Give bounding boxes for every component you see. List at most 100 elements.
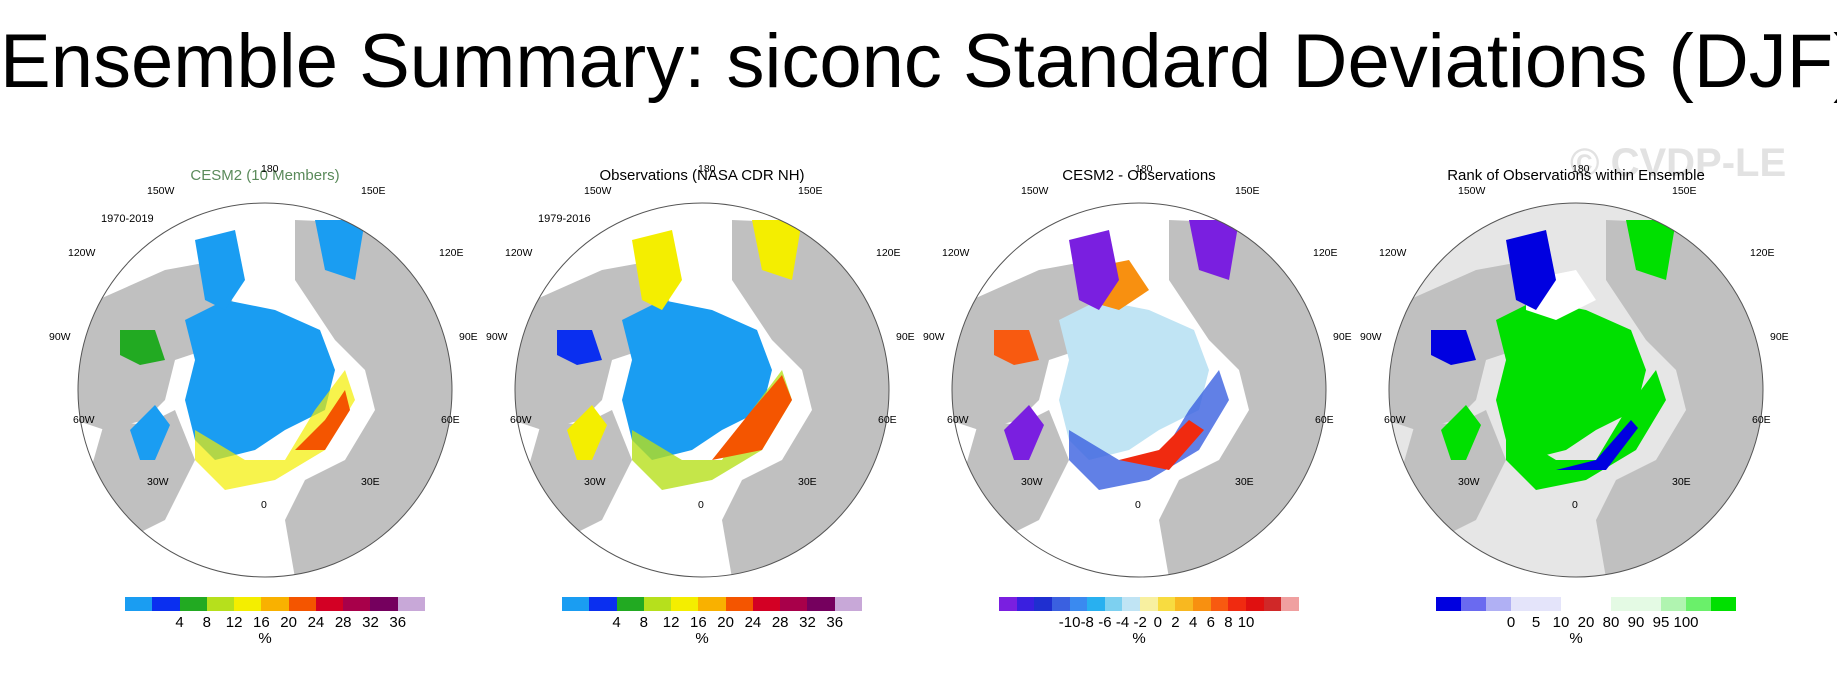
lon-label-30w: 30W	[1021, 476, 1043, 488]
colorbar-tick-label: -6	[1098, 614, 1112, 631]
lon-label-90w: 90W	[486, 331, 508, 343]
colorbar-box	[315, 597, 344, 611]
colorbar-box	[1511, 597, 1536, 611]
colorbar-box	[1263, 597, 1282, 611]
colorbar-box	[834, 597, 862, 611]
lon-label-0: 0	[1135, 499, 1141, 511]
colorbar-box	[1281, 597, 1299, 611]
lon-label-120e: 120E	[1750, 247, 1775, 259]
colorbar	[125, 597, 425, 611]
period-label: 1970-2019	[101, 213, 154, 225]
rank-low-edge	[1556, 420, 1638, 470]
colorbar-box	[1069, 597, 1088, 611]
colorbar-tick-label: 100	[1673, 614, 1699, 631]
colorbar-tick-label: 10	[1552, 614, 1570, 631]
lon-label-150e: 150E	[361, 185, 386, 197]
colorbar-box	[589, 597, 617, 611]
sea-ice-okhotsk	[315, 220, 365, 280]
colorbar-tick-label: 12	[225, 614, 243, 631]
lon-label-120e: 120E	[439, 247, 464, 259]
rank-labrador	[1441, 405, 1481, 460]
colorbar-box	[999, 597, 1017, 611]
colorbar-tick-label: 0	[1506, 614, 1516, 631]
colorbar-box	[152, 597, 180, 611]
lon-label-60e: 60E	[1752, 414, 1771, 426]
sea-ice-hudson	[120, 330, 165, 365]
colorbar-tick-label: 4	[1188, 614, 1198, 631]
lon-label-90e: 90E	[896, 331, 915, 343]
panel-observations: Observations (NASA CDR NH) 1979-2016 180…	[482, 160, 922, 660]
page-title: Ensemble Summary: siconc Standard Deviat…	[0, 19, 1837, 104]
sea-ice-bering	[632, 230, 682, 310]
colorbar-box	[1051, 597, 1070, 611]
sea-ice-field	[1059, 300, 1209, 460]
colorbar-tick-label: 32	[362, 614, 379, 631]
colorbar-box	[261, 597, 289, 611]
panel-rank: Rank of Observations within Ensemble 180…	[1356, 160, 1796, 660]
colorbar-tick-label: 90	[1627, 614, 1645, 631]
colorbar-box	[179, 597, 207, 611]
colorbar-ticks: 0 5 10 20 80 90 95 100	[1356, 614, 1796, 634]
polar-map: 180 150W 150E 120W 120E 90W 90E 60W 60E …	[923, 163, 1352, 578]
colorbar	[1436, 597, 1736, 611]
colorbar-tick-label: -10	[1058, 614, 1081, 631]
lon-label-30w: 30W	[1458, 476, 1480, 488]
colorbar-box	[206, 597, 235, 611]
rank-hudson	[1431, 330, 1476, 365]
colorbar-box	[1486, 597, 1511, 611]
panel-title: CESM2 - Observations	[1062, 167, 1216, 184]
sea-ice-hudson	[557, 330, 602, 365]
colorbar-tick-label: 20	[1577, 614, 1595, 631]
colorbar	[562, 597, 862, 611]
colorbar-ticks: 4 8 12 16 20 24 28 32 36	[482, 614, 922, 634]
lon-label-180: 180	[698, 163, 716, 175]
lon-label-90w: 90W	[49, 331, 71, 343]
lon-label-60e: 60E	[441, 414, 460, 426]
rank-edge	[1506, 370, 1666, 490]
colorbar-box	[1193, 597, 1211, 611]
colorbar-tick-label: -2	[1133, 614, 1147, 631]
lon-label-150w: 150W	[1021, 185, 1049, 197]
polar-map: 180 150W 150E 120W 120E 90W 90E 60W 60E …	[49, 163, 478, 578]
colorbar-box	[343, 597, 371, 611]
lon-label-150w: 150W	[1458, 185, 1486, 197]
colorbar-box	[1461, 597, 1486, 611]
colorbar-box	[725, 597, 753, 611]
lon-label-30e: 30E	[361, 476, 380, 488]
colorbar-box	[234, 597, 262, 611]
colorbar-box	[1175, 597, 1194, 611]
colorbar-box	[1686, 597, 1711, 611]
panel-title: Rank of Observations within Ensemble	[1447, 167, 1705, 184]
panel-title: CESM2 (10 Members)	[190, 167, 340, 184]
colorbar-box	[1122, 597, 1141, 611]
colorbar-box	[752, 597, 781, 611]
lon-label-120w: 120W	[1379, 247, 1407, 259]
colorbar-ticks: -10 -8 -6 -4 -2 0 2 4 6 8 10	[919, 614, 1359, 634]
period-label: 1979-2016	[538, 213, 591, 225]
colorbar-tick-label: 95	[1652, 614, 1670, 631]
colorbar-tick-label: 5	[1531, 614, 1541, 631]
colorbar-tick-label: 80	[1602, 614, 1620, 631]
colorbar-tick-label: 0	[1153, 614, 1162, 631]
lon-label-60w: 60W	[73, 414, 95, 426]
colorbar-box	[1436, 597, 1461, 611]
colorbar-tick-label: 16	[253, 614, 270, 631]
lon-label-90w: 90W	[923, 331, 945, 343]
lon-label-60w: 60W	[947, 414, 969, 426]
colorbar-tick-label: 4	[175, 614, 184, 631]
colorbar-box	[1536, 597, 1561, 611]
difference-labrador	[1004, 405, 1044, 460]
colorbar-box	[698, 597, 726, 611]
colorbar-box	[1157, 597, 1176, 611]
colorbar-box	[1611, 597, 1636, 611]
colorbar-box	[671, 597, 699, 611]
colorbar	[999, 597, 1299, 611]
lon-label-60e: 60E	[1315, 414, 1334, 426]
lon-label-30e: 30E	[1235, 476, 1254, 488]
land-eurasia	[1596, 220, 1763, 577]
colorbar-box	[807, 597, 835, 611]
panel-cesm2: CESM2 (10 Members) 1970-2019 180 150W 15…	[45, 160, 485, 660]
sea-ice-okhotsk	[752, 220, 802, 280]
rank-bering	[1506, 230, 1556, 310]
colorbar-box	[1245, 597, 1264, 611]
